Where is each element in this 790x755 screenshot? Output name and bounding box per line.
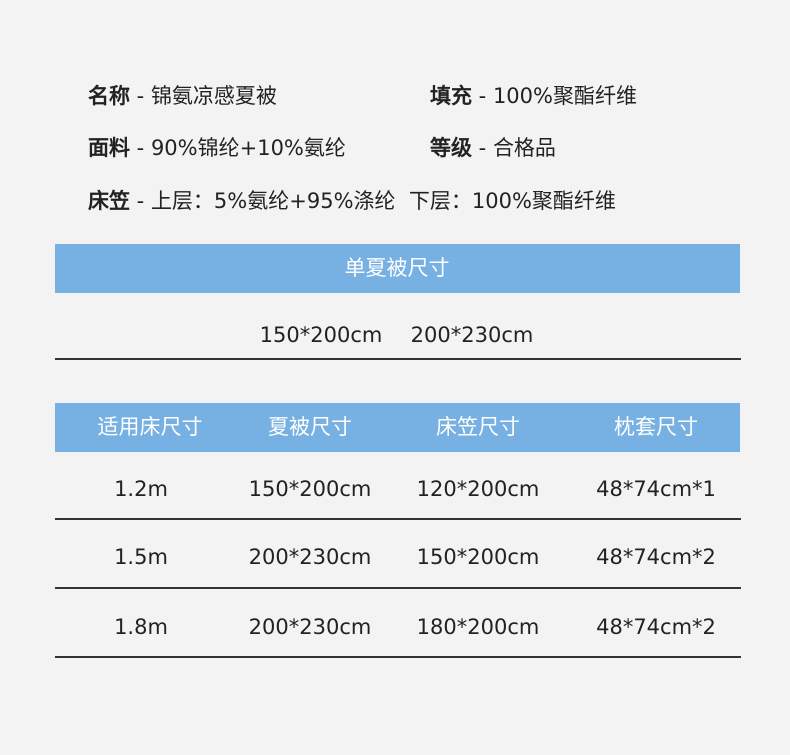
spec-grade: 等级 - 合格品 — [430, 136, 556, 160]
spec-label: 填充 — [430, 84, 472, 108]
spec-filling: 填充 - 100%聚酯纤维 — [430, 84, 637, 108]
cell-pillowcase-size: 48*74cm*1 — [596, 477, 716, 501]
table-header: 适用床尺寸 夏被尺寸 床笠尺寸 枕套尺寸 — [55, 403, 740, 452]
spec-fabric: 面料 - 90%锦纶+10%氨纶 — [88, 136, 346, 160]
divider — [55, 656, 741, 658]
single-size-value: 200*230cm — [410, 323, 534, 347]
spec-label: 名称 — [88, 84, 130, 108]
cell-fitted-sheet-size: 180*200cm — [416, 615, 540, 639]
header-bed-size: 适用床尺寸 — [97, 415, 203, 439]
header-fitted-sheet-size: 床笠尺寸 — [436, 415, 520, 439]
spec-value: 100%聚酯纤维 — [492, 84, 637, 108]
spec-label: 等级 — [430, 136, 472, 160]
cell-quilt-size: 150*200cm — [248, 477, 372, 501]
cell-quilt-size: 200*230cm — [248, 615, 372, 639]
divider — [55, 518, 741, 520]
cell-bed-size: 1.8m — [114, 615, 168, 639]
spec-label: 面料 — [88, 136, 130, 160]
cell-pillowcase-size: 48*74cm*2 — [596, 545, 716, 569]
spec-value: 90%锦纶+10%氨纶 — [150, 136, 346, 160]
cell-fitted-sheet-size: 150*200cm — [416, 545, 540, 569]
cell-fitted-sheet-size: 120*200cm — [416, 477, 540, 501]
divider — [55, 358, 741, 360]
header-pillowcase-size: 枕套尺寸 — [614, 415, 698, 439]
single-size-banner: 单夏被尺寸 — [55, 244, 740, 293]
spec-fitted-sheet: 床笠 - 上层：5%氨纶+95%涤纶 下层：100%聚酯纤维 — [88, 189, 616, 213]
cell-bed-size: 1.5m — [114, 545, 168, 569]
single-size-title: 单夏被尺寸 — [344, 256, 450, 280]
spec-value: 上层：5%氨纶+95%涤纶 下层：100%聚酯纤维 — [150, 189, 616, 213]
cell-bed-size: 1.2m — [114, 477, 168, 501]
header-quilt-size: 夏被尺寸 — [268, 415, 352, 439]
cell-pillowcase-size: 48*74cm*2 — [596, 615, 716, 639]
single-size-value: 150*200cm — [259, 323, 383, 347]
spec-value: 锦氨凉感夏被 — [150, 84, 277, 108]
divider — [55, 587, 741, 589]
cell-quilt-size: 200*230cm — [248, 545, 372, 569]
spec-label: 床笠 — [88, 189, 130, 213]
spec-value: 合格品 — [492, 136, 556, 160]
spec-name: 名称 - 锦氨凉感夏被 — [88, 84, 277, 108]
